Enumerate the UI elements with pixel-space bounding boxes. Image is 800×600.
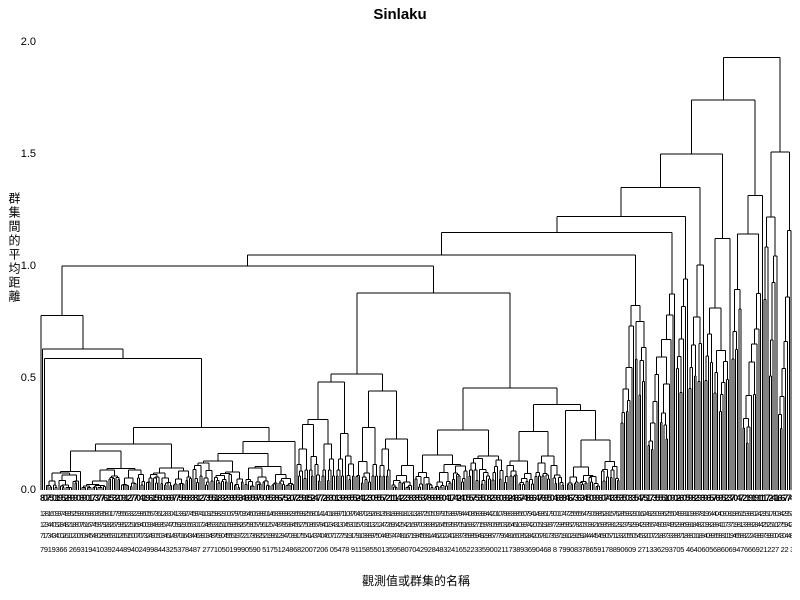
y-axis-ticks: 0.0 0.5 1.0 1.5 2.0 [10, 0, 36, 600]
leaf-labels-row: 7919366 26931941039244894024998443253784… [40, 546, 792, 554]
y-tick-label: 0.5 [20, 372, 36, 384]
y-tick-label: 2.0 [20, 36, 36, 48]
leaf-labels-row: 8075019528990690173776153209127704196156… [40, 494, 792, 503]
leaf-labels-row: 1381609974995259306930353580177955633229… [40, 511, 792, 518]
y-tick-label: 0.0 [20, 484, 36, 496]
leaf-labels-row: 7173434002611200608454802596531126515007… [40, 533, 792, 540]
y-axis-label: 群集間的平均距離 [7, 192, 21, 304]
chart-title: Sinlaku [373, 6, 427, 23]
y-tick-label: 1.5 [20, 148, 36, 160]
dendrogram-links [40, 57, 792, 490]
x-axis-label: 觀測值或群集的名稱 [361, 574, 470, 588]
y-tick-label: 1.0 [20, 260, 36, 272]
leaf-labels-row: 1234405284821880761674587928267995225169… [40, 522, 792, 529]
